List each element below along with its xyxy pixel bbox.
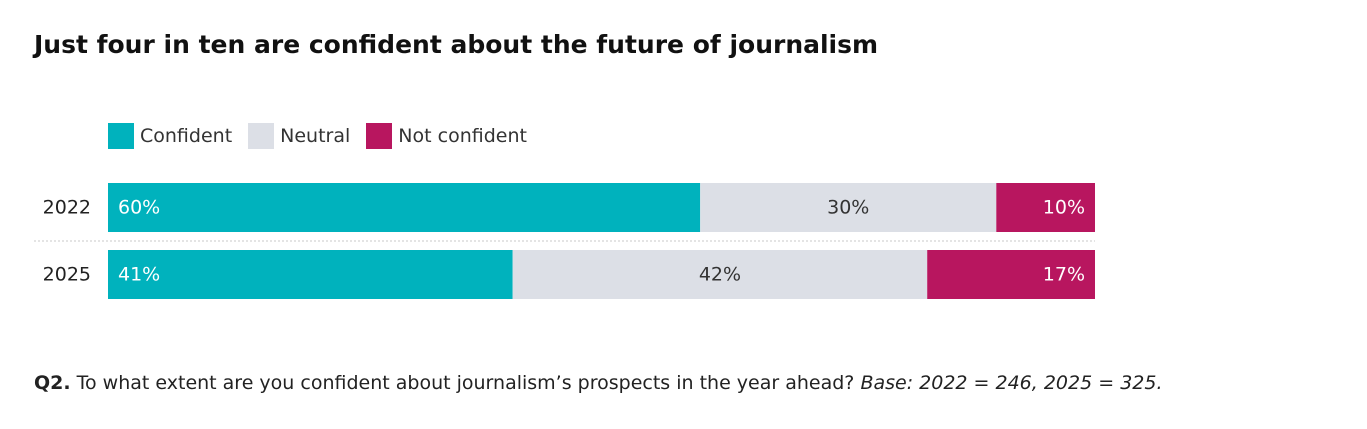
category-label-2022: 2022 <box>43 197 91 219</box>
data-label-confident-2022: 60% <box>118 197 160 219</box>
legend-swatch-confident <box>108 123 134 149</box>
data-label-confident-2025: 41% <box>118 264 160 286</box>
legend-label-neutral: Neutral <box>280 125 351 147</box>
legend-item-neutral: Neutral <box>248 123 350 149</box>
chart-title: Just four in ten are confident about the… <box>34 30 879 59</box>
footnote: Q2. To what extent are you confident abo… <box>34 372 1163 394</box>
legend-item-not-confident: Not confident <box>366 123 527 149</box>
category-label-2025: 2025 <box>43 264 91 286</box>
data-label-not-confident-2025: 17% <box>1043 264 1085 286</box>
stacked-bar-chart: 2022 60% 30% 10% 2025 41% 42% 17% <box>34 183 1095 299</box>
footnote-question: To what extent are you confident about j… <box>76 372 855 394</box>
bar-neutral-2022 <box>700 183 997 232</box>
data-label-neutral-2022: 30% <box>827 197 869 219</box>
data-label-neutral-2025: 42% <box>699 264 741 286</box>
legend-swatch-not-confident <box>366 123 393 149</box>
legend: Confident Neutral Not confident <box>108 122 543 150</box>
footnote-question-number: Q2. <box>34 372 71 394</box>
bar-neutral-2025 <box>512 250 928 299</box>
legend-swatch-neutral <box>248 123 275 149</box>
legend-label-not-confident: Not confident <box>398 125 527 147</box>
legend-item-confident: Confident <box>108 123 232 149</box>
data-label-not-confident-2022: 10% <box>1043 197 1085 219</box>
legend-label-confident: Confident <box>140 125 233 147</box>
bar-not-confident-2022 <box>996 183 1095 232</box>
footnote-base: Base: 2022 = 246, 2025 = 325. <box>860 372 1163 394</box>
bar-not-confident-2025 <box>927 250 1095 299</box>
bar-confident-2025 <box>108 250 513 299</box>
bar-confident-2022 <box>108 183 701 232</box>
